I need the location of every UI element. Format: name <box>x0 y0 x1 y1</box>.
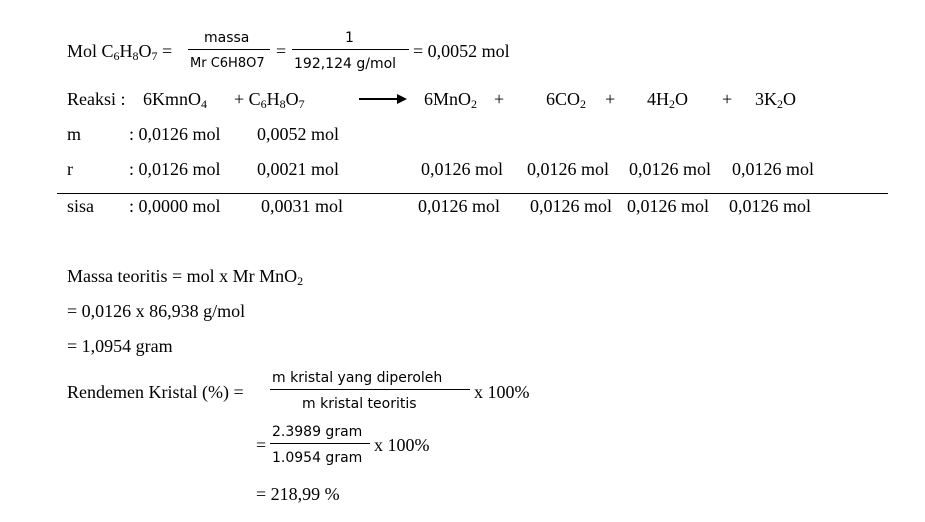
sub-8: 8 <box>132 49 139 63</box>
equals-1: = <box>162 41 173 61</box>
sub-7: 7 <box>151 49 158 63</box>
k2o-text-a: 3K <box>755 89 777 109</box>
rendemen-equals: = <box>256 435 267 455</box>
row-r-kmno4: : 0,0126 mol <box>129 159 221 179</box>
massa-calc-line: = 0,0126 x 86,938 g/mol <box>67 301 246 321</box>
h-sub: 8 <box>279 97 286 111</box>
frac2-numerator: 1 <box>345 30 354 46</box>
plus-4: + <box>722 89 733 109</box>
reactant-citric: + C6H8O7 <box>234 89 305 111</box>
row-r-label: r <box>67 159 73 179</box>
mno2-sub: 2 <box>471 97 478 111</box>
plus-2: + <box>494 89 505 109</box>
product-mno2: 6MnO2 <box>424 89 478 111</box>
rendemen-result: = 218,99 % <box>256 484 340 504</box>
row-sisa-citric: 0,0031 mol <box>261 196 344 216</box>
row-m-citric: 0,0052 mol <box>257 124 340 144</box>
rendemen-frac1-denominator: m kristal teoritis <box>302 396 417 412</box>
row-sisa-kmno4: : 0,0000 mol <box>129 196 221 216</box>
rendemen-x100-2: x 100% <box>374 435 430 455</box>
co2-sub: 2 <box>580 97 587 111</box>
product-h2o: 4H2O <box>647 89 688 111</box>
k2o-text-b: O <box>783 89 796 109</box>
product-k2o: 3K2O <box>755 89 796 111</box>
sub-6: 6 <box>113 49 120 63</box>
o-text: O <box>285 89 299 109</box>
row-r-mno2: 0,0126 mol <box>421 159 504 179</box>
row-r-h2o: 0,0126 mol <box>629 159 712 179</box>
row-r-co2: 0,0126 mol <box>527 159 610 179</box>
mol-result: = 0,0052 mol <box>413 41 510 61</box>
rendemen-frac2-denominator: 1.0954 gram <box>272 450 363 466</box>
equals-2: = <box>276 41 287 61</box>
massa-sub: 2 <box>297 274 304 288</box>
o-atom: O <box>138 41 152 61</box>
row-sisa-k2o: 0,0126 mol <box>729 196 812 216</box>
h-atom: H <box>119 41 133 61</box>
mol-label: Mol C6H8O7 = <box>67 41 173 63</box>
row-m-kmno4: : 0,0126 mol <box>129 124 221 144</box>
row-r-k2o: 0,0126 mol <box>732 159 815 179</box>
table-divider <box>57 193 888 194</box>
o-sub: 7 <box>298 97 305 111</box>
massa-result-line: = 1,0954 gram <box>67 336 173 356</box>
frac1-denominator: Mr C6H8O7 <box>190 56 265 71</box>
reaction-arrow-shaft <box>359 98 397 100</box>
h2o-text-a: 4H <box>647 89 669 109</box>
rendemen-frac2-numerator: 2.3989 gram <box>272 424 363 440</box>
row-sisa-h2o: 0,0126 mol <box>627 196 710 216</box>
h-text: H <box>266 89 280 109</box>
rendemen-frac1-bar <box>270 389 470 390</box>
reactant-kmno4: 6KmnO4 <box>143 89 207 111</box>
co2-text: 6CO <box>546 89 581 109</box>
mno2-text: 6MnO <box>424 89 472 109</box>
frac1-bar <box>188 49 270 50</box>
row-sisa-mno2: 0,0126 mol <box>418 196 501 216</box>
mol-prefix: Mol C <box>67 41 114 61</box>
frac1-numerator: massa <box>204 30 250 46</box>
reaction-label: Reaksi : <box>67 89 126 109</box>
frac2-denominator: 192,124 g/mol <box>294 56 397 72</box>
frac2-bar <box>292 49 409 50</box>
h2o-sub: 2 <box>669 97 675 111</box>
k2o-sub: 2 <box>777 97 783 111</box>
reaction-arrow-icon <box>397 94 407 104</box>
massa-teoritis-line: Massa teoritis = mol x Mr MnO2 <box>67 266 304 288</box>
rendemen-label: Rendemen Kristal (%) = <box>67 382 244 402</box>
plus-c: + C <box>234 89 261 109</box>
product-co2: 6CO2 <box>546 89 587 111</box>
rendemen-frac1-numerator: m kristal yang diperoleh <box>272 370 443 386</box>
kmno4-sub: 4 <box>201 97 207 111</box>
h2o-text-b: O <box>675 89 688 109</box>
kmno4-text: 6KmnO <box>143 89 201 109</box>
rendemen-frac2-bar <box>270 443 370 444</box>
c-sub: 6 <box>260 97 267 111</box>
row-sisa-co2: 0,0126 mol <box>530 196 613 216</box>
plus-3: + <box>605 89 616 109</box>
massa-text: Massa teoritis = mol x Mr MnO <box>67 266 298 286</box>
rendemen-x100-1: x 100% <box>474 382 530 402</box>
row-r-citric: 0,0021 mol <box>257 159 340 179</box>
row-m-label: m <box>67 124 82 144</box>
row-sisa-label: sisa <box>67 196 94 216</box>
